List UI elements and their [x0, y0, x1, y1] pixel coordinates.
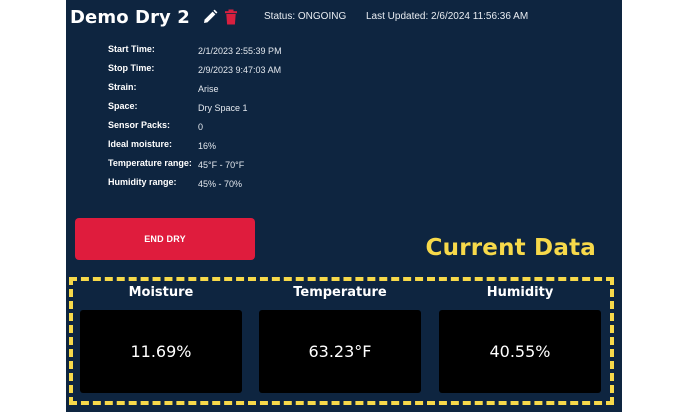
detail-value: 45% - 70% [198, 179, 243, 189]
detail-label: Temperature range: [108, 158, 192, 168]
metric-box: 63.23°F [259, 310, 421, 393]
pencil-icon[interactable] [202, 9, 218, 25]
detail-row-strain: Strain: Arise [108, 82, 348, 101]
detail-label: Strain: [108, 82, 137, 92]
detail-value: Arise [198, 84, 219, 94]
dry-details: Start Time: 2/1/2023 2:55:39 PM Stop Tim… [108, 44, 348, 196]
detail-row-stop-time: Stop Time: 2/9/2023 9:47:03 AM [108, 63, 348, 82]
metric-value: 63.23°F [308, 342, 372, 361]
end-dry-button[interactable]: END DRY [75, 218, 255, 260]
metric-title: Humidity [486, 285, 554, 300]
trash-icon[interactable] [224, 9, 238, 25]
detail-value: 45°F - 70°F [198, 160, 245, 170]
detail-row-ideal-moisture: Ideal moisture: 16% [108, 139, 348, 158]
detail-value: Dry Space 1 [198, 103, 248, 113]
metric-title: Temperature [293, 285, 387, 300]
metric-value: 11.69% [130, 342, 192, 361]
detail-row-temperature-range: Temperature range: 45°F - 70°F [108, 158, 348, 177]
detail-label: Space: [108, 101, 138, 111]
dry-detail-panel: Demo Dry 2 Status: ONGOING Last Updated:… [66, 0, 622, 412]
detail-label: Ideal moisture: [108, 139, 173, 149]
detail-row-humidity-range: Humidity range: 45% - 70% [108, 177, 348, 196]
current-data-label: Current Data [425, 235, 596, 261]
detail-value: 2/9/2023 9:47:03 AM [198, 65, 282, 75]
metric-title: Moisture [128, 285, 194, 300]
last-updated-text: Last Updated: 2/6/2024 11:56:36 AM [366, 11, 529, 22]
detail-row-space: Space: Dry Space 1 [108, 101, 348, 120]
page-title: Demo Dry 2 [70, 6, 190, 28]
detail-label: Stop Time: [108, 63, 155, 73]
metric-moisture: Moisture 11.69% [80, 282, 242, 393]
detail-value: 0 [198, 122, 204, 132]
detail-row-start-time: Start Time: 2/1/2023 2:55:39 PM [108, 44, 348, 63]
metric-temperature: Temperature 63.23°F [259, 282, 421, 393]
metric-box: 40.55% [439, 310, 601, 393]
header: Demo Dry 2 [70, 4, 238, 30]
metric-humidity: Humidity 40.55% [439, 282, 601, 393]
status-text: Status: ONGOING [264, 11, 347, 22]
metric-box: 11.69% [80, 310, 242, 393]
detail-value: 2/1/2023 2:55:39 PM [198, 46, 282, 56]
detail-label: Sensor Packs: [108, 120, 171, 130]
current-data-frame [69, 277, 614, 405]
detail-row-sensor-packs: Sensor Packs: 0 [108, 120, 348, 139]
detail-label: Humidity range: [108, 177, 177, 187]
detail-value: 16% [198, 141, 217, 151]
metric-value: 40.55% [489, 342, 551, 361]
detail-label: Start Time: [108, 44, 155, 54]
